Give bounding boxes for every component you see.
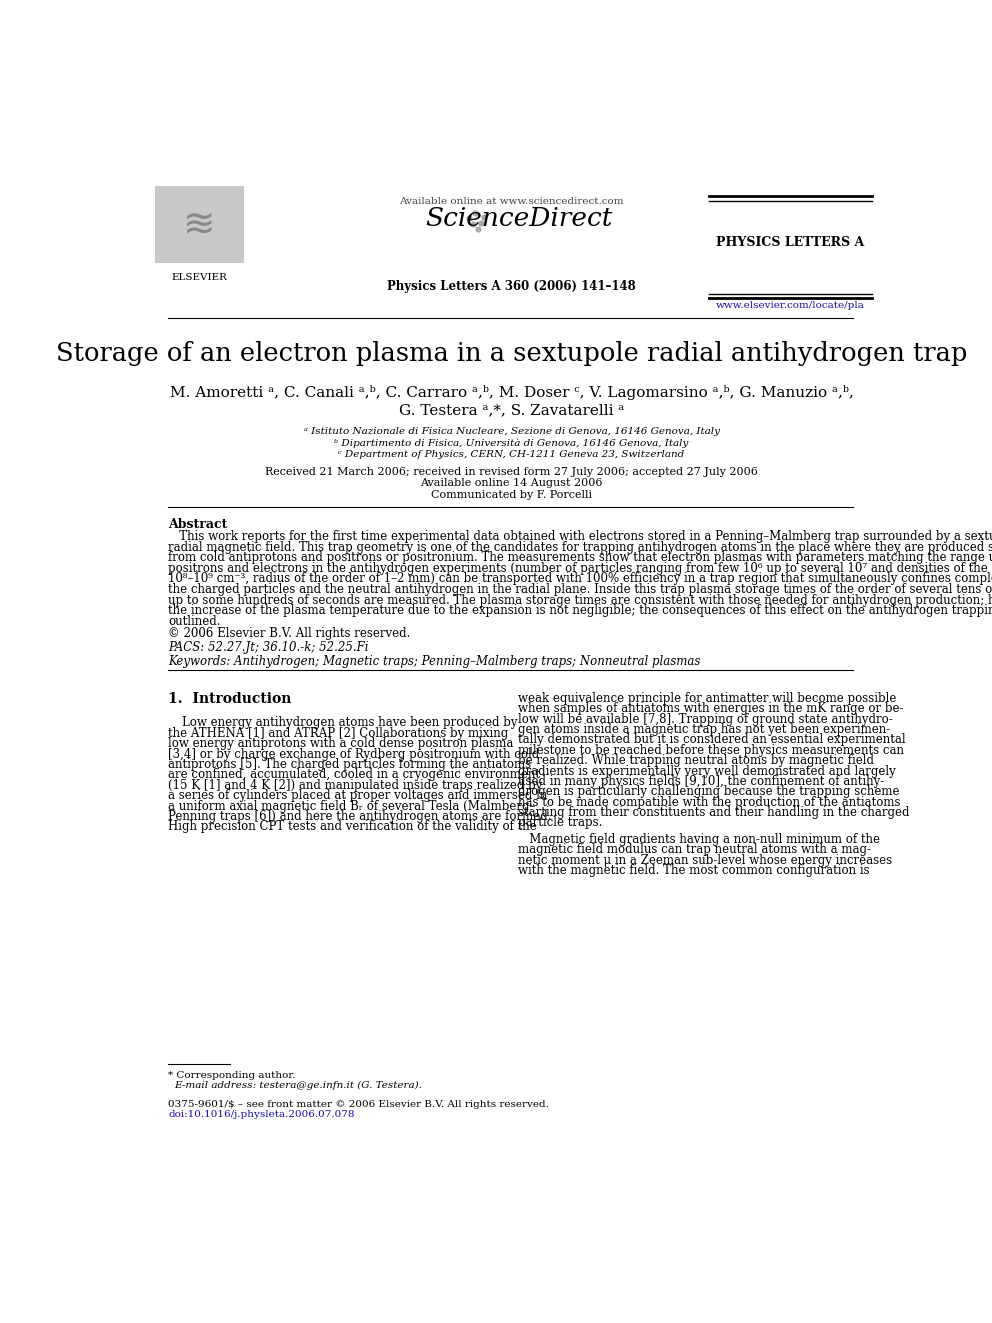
Text: up to some hundreds of seconds are measured. The plasma storage times are consis: up to some hundreds of seconds are measu… [169, 594, 992, 607]
Text: M. Amoretti ᵃ, C. Canali ᵃ,ᵇ, C. Carraro ᵃ,ᵇ, M. Doser ᶜ, V. Lagomarsino ᵃ,ᵇ, G.: M. Amoretti ᵃ, C. Canali ᵃ,ᵇ, C. Carraro… [170, 385, 853, 400]
Bar [155, 185, 244, 263]
Text: a uniform axial magnetic field Bᵣ of several Tesla (Malmberg–: a uniform axial magnetic field Bᵣ of sev… [169, 799, 536, 812]
Text: ELSEVIER: ELSEVIER [172, 274, 227, 283]
Text: when samples of antiatoms with energies in the mK range or be-: when samples of antiatoms with energies … [518, 703, 903, 716]
Text: has to be made compatible with the production of the antiatoms: has to be made compatible with the produ… [518, 795, 900, 808]
Text: milestone to be reached before these physics measurements can: milestone to be reached before these phy… [518, 744, 904, 757]
Text: antiprotons [5]. The charged particles forming the antiatoms: antiprotons [5]. The charged particles f… [169, 758, 532, 771]
Text: Storage of an electron plasma in a sextupole radial antihydrogen trap: Storage of an electron plasma in a sextu… [56, 341, 967, 366]
Text: ᶜ Department of Physics, CERN, CH-1211 Geneva 23, Switzerland: ᶜ Department of Physics, CERN, CH-1211 G… [338, 450, 684, 459]
Text: with the magnetic field. The most common configuration is: with the magnetic field. The most common… [518, 864, 869, 877]
Text: High precision CPT tests and verification of the validity of the: High precision CPT tests and verificatio… [169, 820, 537, 833]
Text: PACS: 52.27.Jt; 36.10.-k; 52.25.Fi: PACS: 52.27.Jt; 36.10.-k; 52.25.Fi [169, 640, 369, 654]
Text: ≋: ≋ [184, 205, 216, 243]
Text: from cold antiprotons and positrons or positronium. The measurements show that e: from cold antiprotons and positrons or p… [169, 552, 992, 564]
Text: Keywords: Antihydrogen; Magnetic traps; Penning–Malmberg traps; Nonneutral plasm: Keywords: Antihydrogen; Magnetic traps; … [169, 655, 700, 668]
Text: G. Testera ᵃ,*, S. Zavatarelli ᵃ: G. Testera ᵃ,*, S. Zavatarelli ᵃ [399, 402, 624, 417]
Text: starting from their constituents and their handling in the charged: starting from their constituents and the… [518, 806, 910, 819]
Text: radial magnetic field. This trap geometry is one of the candidates for trapping : radial magnetic field. This trap geometr… [169, 541, 992, 553]
Text: Low energy antihydrogen atoms have been produced by: Low energy antihydrogen atoms have been … [183, 716, 518, 729]
Text: magnetic field modulus can trap neutral atoms with a mag-: magnetic field modulus can trap neutral … [518, 844, 871, 856]
Text: [3,4] or by charge exchange of Rydberg positronium with cold: [3,4] or by charge exchange of Rydberg p… [169, 747, 540, 761]
Text: © 2006 Elsevier B.V. All rights reserved.: © 2006 Elsevier B.V. All rights reserved… [169, 627, 411, 640]
Text: ᵇ Dipartimento di Fisica, Università di Genova, 16146 Genova, Italy: ᵇ Dipartimento di Fisica, Università di … [334, 438, 688, 447]
Text: 1.  Introduction: 1. Introduction [169, 692, 292, 705]
Text: weak equivalence principle for antimatter will become possible: weak equivalence principle for antimatte… [518, 692, 896, 705]
Text: the charged particles and the neutral antihydrogen in the radial plane. Inside t: the charged particles and the neutral an… [169, 583, 992, 597]
Text: ᵃ Istituto Nazionale di Fisica Nucleare, Sezione di Genova, 16146 Genova, Italy: ᵃ Istituto Nazionale di Fisica Nucleare,… [304, 427, 719, 435]
Text: Physics Letters A 360 (2006) 141–148: Physics Letters A 360 (2006) 141–148 [387, 280, 636, 294]
Text: the ATHENA [1] and ATRAP [2] Collaborations by mixing: the ATHENA [1] and ATRAP [2] Collaborati… [169, 726, 509, 740]
Text: This work reports for the first time experimental data obtained with electrons s: This work reports for the first time exp… [169, 531, 992, 542]
Text: be realized. While trapping neutral atoms by magnetic field: be realized. While trapping neutral atom… [518, 754, 874, 767]
Text: Magnetic field gradients having a non-null minimum of the: Magnetic field gradients having a non-nu… [518, 833, 880, 845]
Text: low will be available [7,8]. Trapping of ground state antihydro-: low will be available [7,8]. Trapping of… [518, 713, 893, 725]
Text: (15 K [1] and 4 K [2]) and manipulated inside traps realized by: (15 K [1] and 4 K [2]) and manipulated i… [169, 779, 543, 791]
Text: Communicated by F. Porcelli: Communicated by F. Porcelli [431, 490, 592, 500]
Text: www.elsevier.com/locate/pla: www.elsevier.com/locate/pla [716, 302, 865, 310]
Text: gradients is experimentally very well demonstrated and largely: gradients is experimentally very well de… [518, 765, 896, 778]
Text: low energy antiprotons with a cold dense positron plasma: low energy antiprotons with a cold dense… [169, 737, 514, 750]
Text: doi:10.1016/j.physleta.2006.07.078: doi:10.1016/j.physleta.2006.07.078 [169, 1110, 355, 1119]
Text: are confined, accumulated, cooled in a cryogenic environment: are confined, accumulated, cooled in a c… [169, 769, 541, 782]
Text: netic moment μ in a Zeeman sub-level whose energy increases: netic moment μ in a Zeeman sub-level who… [518, 853, 892, 867]
Text: the increase of the plasma temperature due to the expansion is not negligible; t: the increase of the plasma temperature d… [169, 605, 992, 618]
Text: Received 21 March 2006; received in revised form 27 July 2006; accepted 27 July : Received 21 March 2006; received in revi… [265, 467, 758, 476]
Text: used in many physics fields [9,10], the confinement of antihy-: used in many physics fields [9,10], the … [518, 775, 884, 789]
Text: Available online 14 August 2006: Available online 14 August 2006 [421, 479, 603, 488]
Text: particle traps.: particle traps. [518, 816, 602, 830]
Text: gen atoms inside a magnetic trap has not yet been experimen-: gen atoms inside a magnetic trap has not… [518, 722, 890, 736]
Text: ScienceDirect: ScienceDirect [426, 206, 613, 232]
Text: 0375-9601/$ – see front matter © 2006 Elsevier B.V. All rights reserved.: 0375-9601/$ – see front matter © 2006 El… [169, 1101, 549, 1110]
Text: drogen is particularly challenging because the trapping scheme: drogen is particularly challenging becau… [518, 786, 899, 798]
Text: outlined.: outlined. [169, 615, 220, 628]
Text: * Corresponding author.: * Corresponding author. [169, 1072, 296, 1080]
Text: PHYSICS LETTERS A: PHYSICS LETTERS A [716, 235, 865, 249]
Text: tally demonstrated but it is considered an essential experimental: tally demonstrated but it is considered … [518, 733, 906, 746]
Text: positrons and electrons in the antihydrogen experiments (number of particles ran: positrons and electrons in the antihydro… [169, 562, 992, 574]
Text: Abstract: Abstract [169, 519, 227, 532]
Text: Penning traps [6]) and here the antihydrogen atoms are formed.: Penning traps [6]) and here the antihydr… [169, 810, 552, 823]
Text: E-mail address: testera@ge.infn.it (G. Testera).: E-mail address: testera@ge.infn.it (G. T… [175, 1081, 423, 1090]
Text: 10⁸–10⁹ cm⁻³, radius of the order of 1–2 mm) can be transported with 100% effici: 10⁸–10⁹ cm⁻³, radius of the order of 1–2… [169, 573, 992, 585]
Text: Available online at www.sciencedirect.com: Available online at www.sciencedirect.co… [399, 197, 624, 206]
Text: a series of cylinders placed at proper voltages and immersed in: a series of cylinders placed at proper v… [169, 789, 548, 802]
